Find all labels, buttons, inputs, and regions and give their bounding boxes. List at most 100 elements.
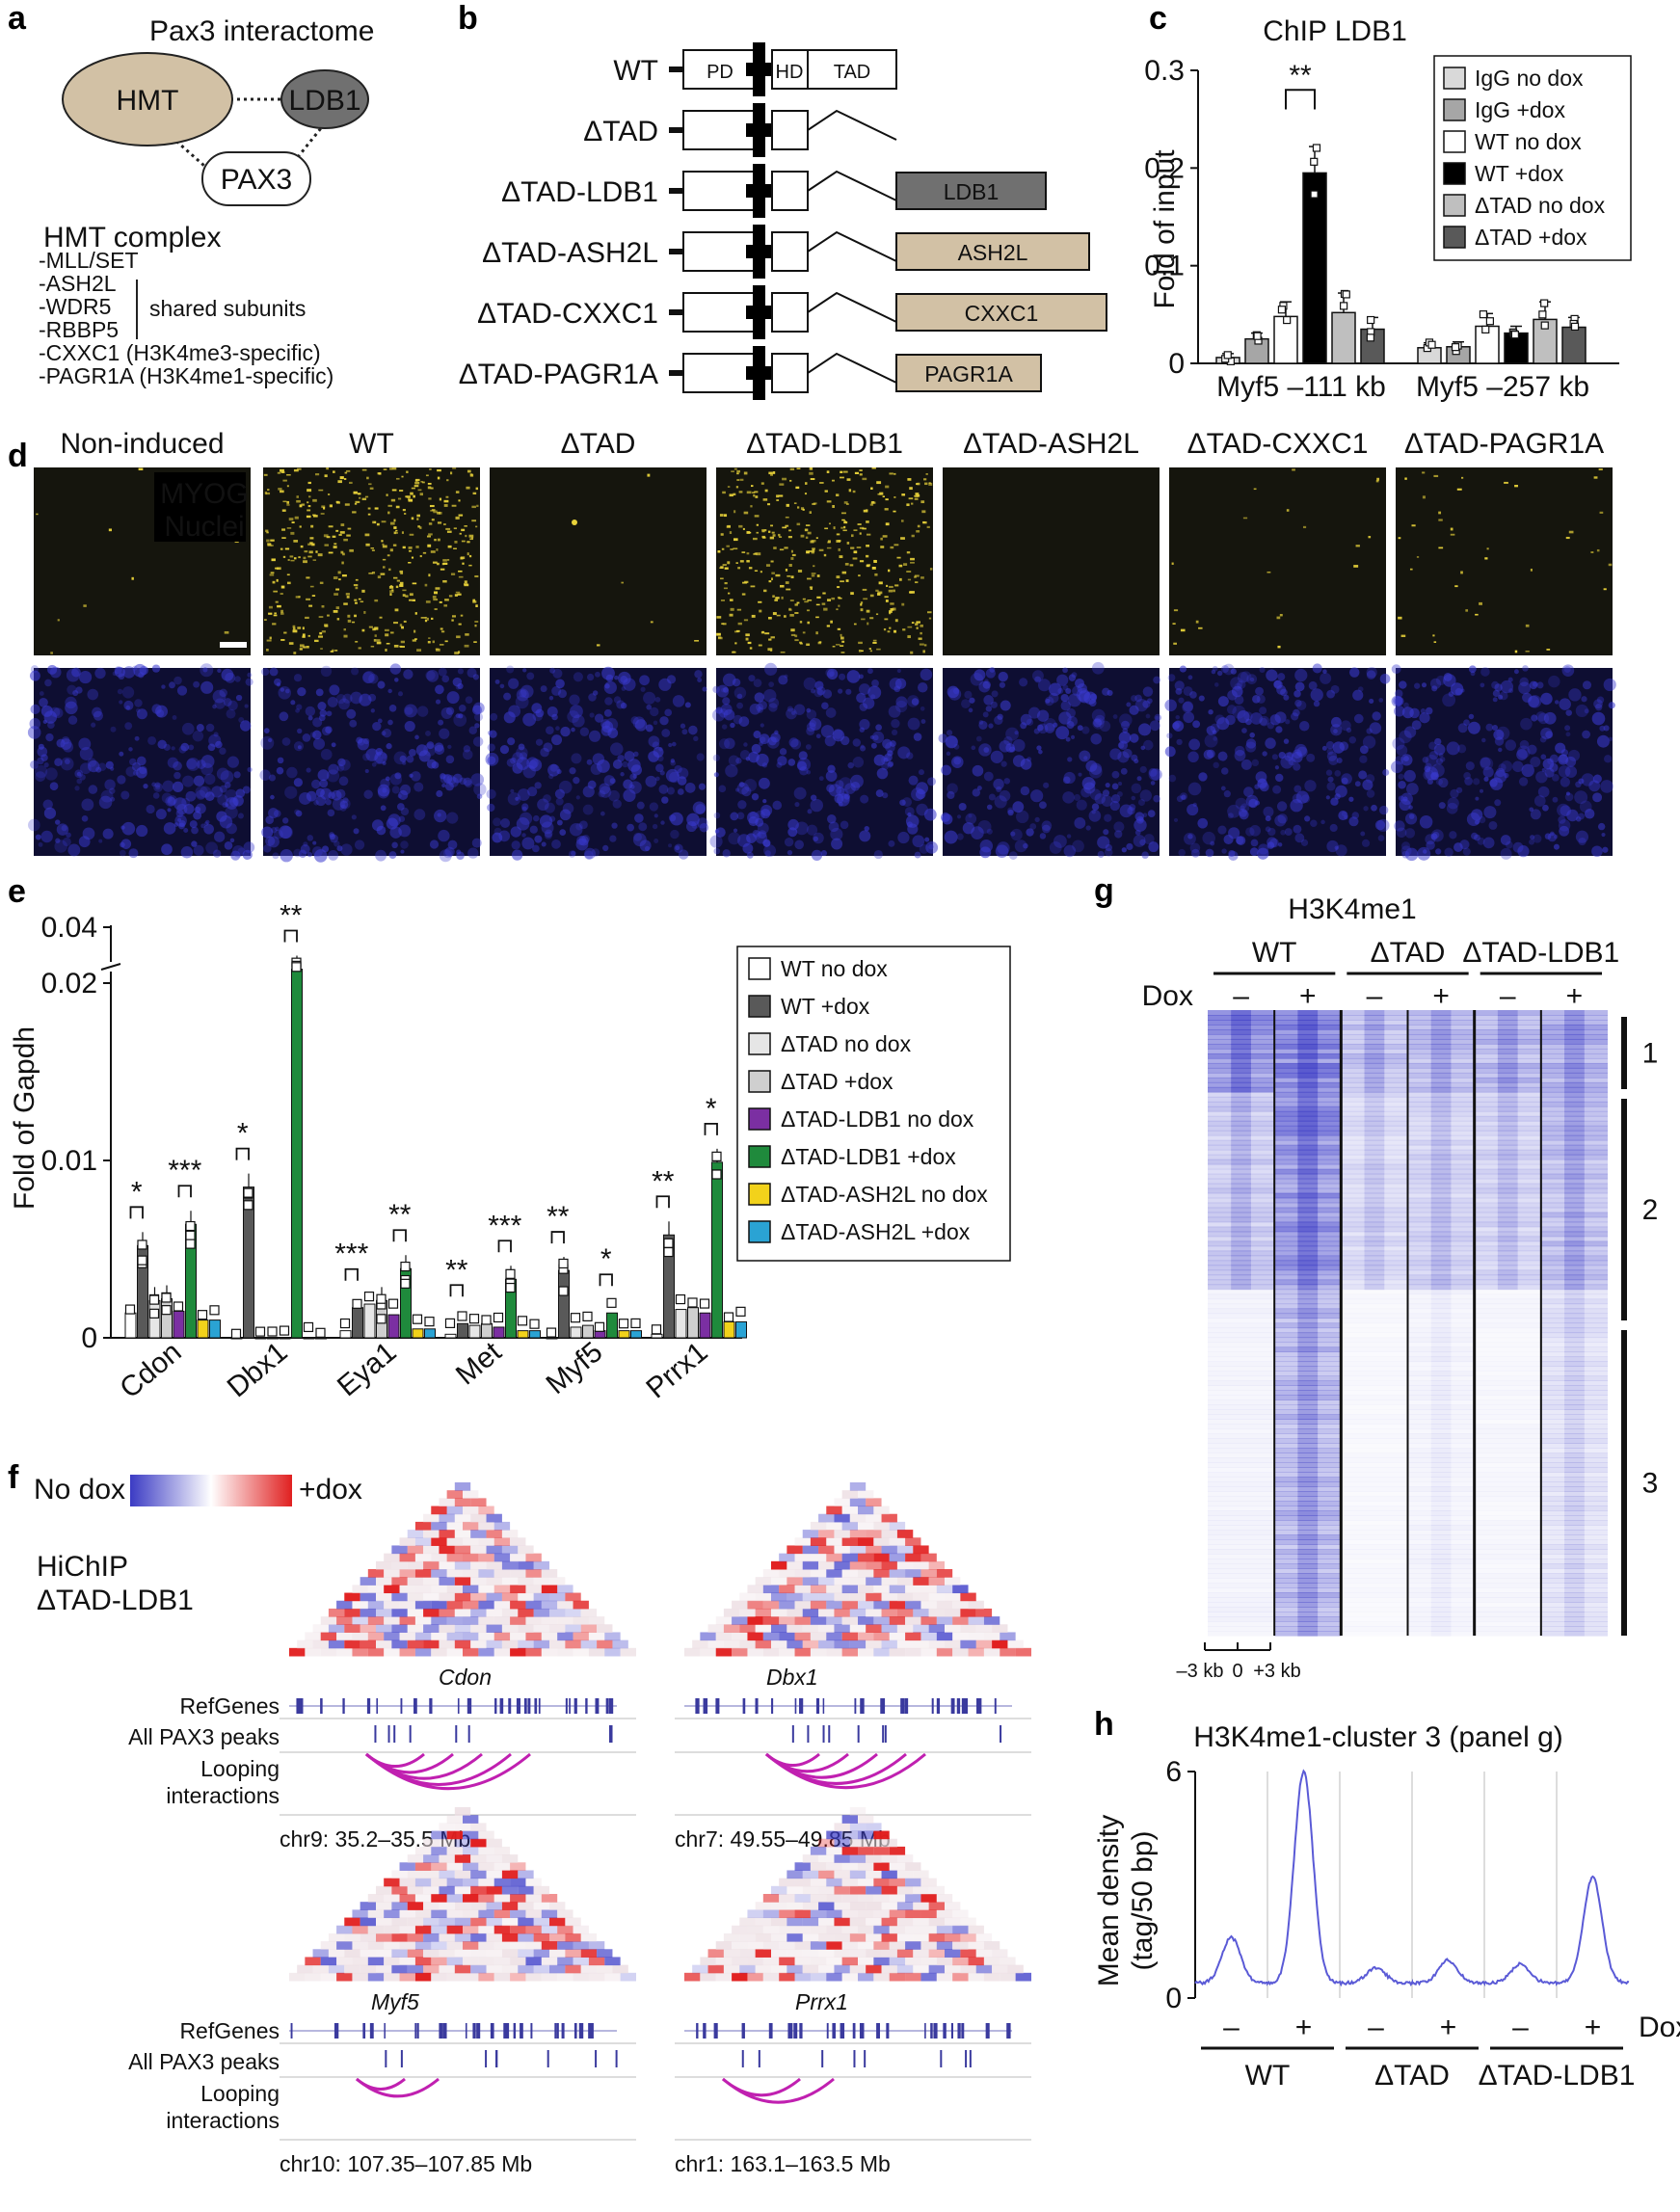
heatmap-center <box>1497 1125 1518 1132</box>
contact-cell <box>423 1624 440 1633</box>
nuclei-signal <box>1277 813 1288 824</box>
heatmap-title: H3K4me1 <box>1288 893 1416 925</box>
myog-signal <box>885 600 889 602</box>
nuclei-signal <box>1576 816 1582 822</box>
nuclei-signal <box>223 698 232 706</box>
nuclei-signal <box>787 849 793 856</box>
contact-cell <box>952 1600 969 1610</box>
gene-exon <box>290 2023 293 2039</box>
heatmap-center <box>1497 1115 1518 1122</box>
myog-signal <box>309 537 314 540</box>
heatmap-cell <box>1341 1216 1408 1223</box>
contact-cell <box>889 1909 906 1919</box>
nuclei-signal <box>1245 741 1257 753</box>
nuclei-signal <box>1074 817 1086 829</box>
nuclei-signal <box>1178 697 1185 704</box>
nuclei-signal <box>634 719 648 732</box>
nuclei-signal <box>387 688 392 694</box>
myog-signal <box>428 573 431 577</box>
myog-signal <box>764 489 768 493</box>
e-ytick-label: 0.04 <box>41 912 97 944</box>
nuclei-signal <box>1107 689 1113 697</box>
heatmap-center <box>1364 1048 1385 1054</box>
nuclei-signal <box>915 788 926 800</box>
contact-cell <box>431 1878 447 1887</box>
myog-signal <box>817 641 822 645</box>
nuclei-signal <box>335 693 347 705</box>
nuclei-signal <box>227 700 238 711</box>
myog-signal <box>309 542 313 545</box>
heatmap-cell <box>1274 1212 1342 1218</box>
myog-signal <box>474 621 479 623</box>
myog-signal <box>264 619 267 621</box>
heatmap-center <box>1430 1081 1452 1088</box>
nuclei-signal <box>571 753 582 764</box>
nuclei-signal <box>120 849 126 857</box>
heatmap-center <box>1497 1212 1518 1218</box>
contact-cell <box>439 1902 455 1910</box>
nuclei-signal <box>825 770 838 782</box>
heatmap-center <box>1231 1048 1251 1054</box>
contact-cell <box>849 1513 867 1523</box>
heatmap-cell <box>1540 1130 1608 1136</box>
contact-cell <box>431 1894 447 1903</box>
condition-label: Non-induced <box>60 428 224 460</box>
myog-signal <box>1456 488 1462 491</box>
nuclei-signal <box>516 817 530 831</box>
nuclei-signal <box>267 836 280 848</box>
nuclei-signal <box>503 711 516 724</box>
contact-cell <box>384 1616 400 1625</box>
contact-cell <box>983 1957 1000 1966</box>
e-sig-bracket <box>655 1195 670 1209</box>
contact-cell <box>873 1862 890 1871</box>
contact-cell <box>945 1608 961 1617</box>
myog-signal <box>1475 613 1479 616</box>
nuclei-signal <box>1198 772 1208 782</box>
heatmap-center <box>1297 1019 1319 1026</box>
nuclei-signal <box>507 792 521 806</box>
heatmap-cell <box>1540 1144 1608 1151</box>
heatmap-center <box>1564 1091 1585 1098</box>
myog-signal <box>293 557 297 560</box>
nuclei-signal <box>487 730 493 735</box>
myog-signal <box>890 602 894 605</box>
nuclei-signal <box>1421 682 1427 688</box>
nuclei-signal <box>56 738 66 748</box>
nuclei-signal <box>809 719 817 728</box>
myog-signal <box>286 573 290 576</box>
e-datapoint <box>148 1308 160 1319</box>
nuclei-signal <box>774 730 779 735</box>
myog-signal <box>1514 650 1518 653</box>
nuclei-signal <box>968 707 973 713</box>
heatmap-center <box>1564 1144 1585 1151</box>
nuclei-signal <box>193 811 202 820</box>
myog-signal <box>826 546 832 549</box>
nuclei-signal <box>1014 839 1027 853</box>
nuclei-signal <box>1008 851 1018 860</box>
nuclei-signal <box>1325 795 1330 800</box>
heatmap-center <box>1564 1130 1585 1136</box>
contact-cell <box>423 1608 440 1617</box>
nuclei-signal <box>794 801 800 808</box>
heatmap-center <box>1364 1202 1385 1209</box>
myog-signal <box>841 640 845 643</box>
e-datapoint <box>687 1297 698 1308</box>
myog-signal <box>720 577 724 580</box>
heatmap-center <box>1564 1154 1585 1160</box>
nuclei-signal <box>1394 820 1405 832</box>
myog-signal <box>344 503 350 506</box>
contact-cell <box>493 1569 511 1578</box>
nuclei-signal <box>820 850 828 857</box>
contact-cell <box>866 1592 882 1602</box>
nuclei-signal <box>821 702 829 710</box>
nuclei-signal <box>760 804 773 816</box>
myog-signal <box>769 536 775 540</box>
contact-cell <box>723 1964 740 1974</box>
contact-cell <box>328 1932 345 1942</box>
myog-signal <box>374 634 377 637</box>
myog-signal <box>827 599 832 601</box>
myog-signal <box>719 567 724 569</box>
contact-cell <box>320 1647 337 1657</box>
myog-signal <box>1411 524 1416 527</box>
